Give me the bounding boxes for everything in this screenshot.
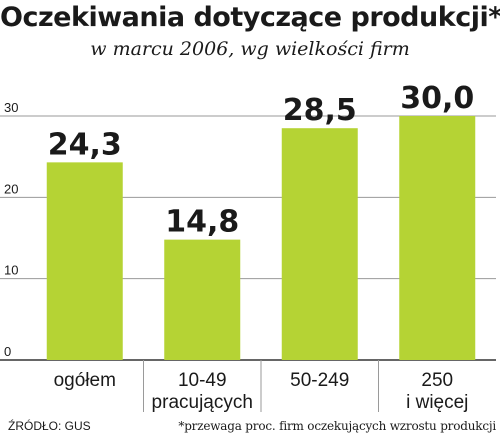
bar <box>281 128 358 360</box>
bar <box>399 116 476 360</box>
category-dividers <box>143 360 379 412</box>
category-label: 250 <box>421 370 453 391</box>
bar <box>164 239 241 360</box>
category-label: ogółem <box>54 370 116 391</box>
value-labels: 24,3 14,8 28,5 30,0 <box>48 81 475 240</box>
category-label: i więcej <box>406 392 468 413</box>
bar <box>46 162 123 360</box>
chart-subtitle: w marcu 2006, wg wielkości firm <box>90 38 410 60</box>
y-tick-label: 30 <box>4 100 18 115</box>
bar-value-label: 14,8 <box>165 205 239 240</box>
source-note: ŹRÓDŁO: GUS <box>8 419 91 433</box>
category-label: 10-49 <box>178 370 227 391</box>
y-axis-ticks: 0 10 20 30 <box>4 100 18 359</box>
y-tick-label: 0 <box>4 344 11 359</box>
chart-title: Oczekiwania dotyczące produkcji* <box>0 2 500 33</box>
bar-value-label: 24,3 <box>48 127 122 162</box>
y-tick-label: 20 <box>4 181 18 196</box>
bar-value-label: 28,5 <box>283 93 357 128</box>
bar-value-label: 30,0 <box>400 81 474 116</box>
category-label: pracujących <box>152 392 253 413</box>
y-tick-label: 10 <box>4 263 18 278</box>
bars <box>46 116 476 360</box>
footnote: *przewaga proc. firm oczekujących wzrost… <box>178 419 496 433</box>
category-label: 50-249 <box>290 370 349 391</box>
